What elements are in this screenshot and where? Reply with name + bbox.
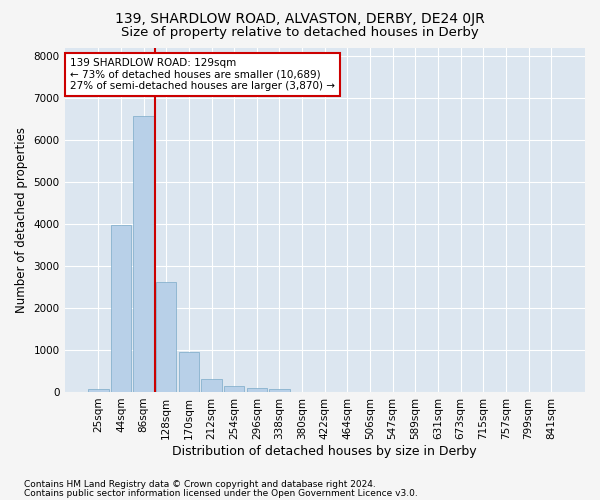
Text: 139 SHARDLOW ROAD: 129sqm
← 73% of detached houses are smaller (10,689)
27% of s: 139 SHARDLOW ROAD: 129sqm ← 73% of detac…	[70, 58, 335, 91]
Bar	[133, 116, 154, 392]
Text: Contains HM Land Registry data © Crown copyright and database right 2024.: Contains HM Land Registry data © Crown c…	[24, 480, 376, 489]
Y-axis label: Number of detached properties: Number of detached properties	[15, 126, 28, 312]
Bar	[88, 388, 109, 392]
Bar	[179, 352, 199, 392]
X-axis label: Distribution of detached houses by size in Derby: Distribution of detached houses by size …	[172, 444, 477, 458]
Text: Size of property relative to detached houses in Derby: Size of property relative to detached ho…	[121, 26, 479, 39]
Bar	[269, 388, 290, 392]
Text: Contains public sector information licensed under the Open Government Licence v3: Contains public sector information licen…	[24, 488, 418, 498]
Bar	[111, 225, 131, 392]
Bar	[224, 386, 244, 392]
Bar	[247, 388, 267, 392]
Bar	[156, 282, 176, 392]
Bar	[202, 379, 222, 392]
Text: 139, SHARDLOW ROAD, ALVASTON, DERBY, DE24 0JR: 139, SHARDLOW ROAD, ALVASTON, DERBY, DE2…	[115, 12, 485, 26]
